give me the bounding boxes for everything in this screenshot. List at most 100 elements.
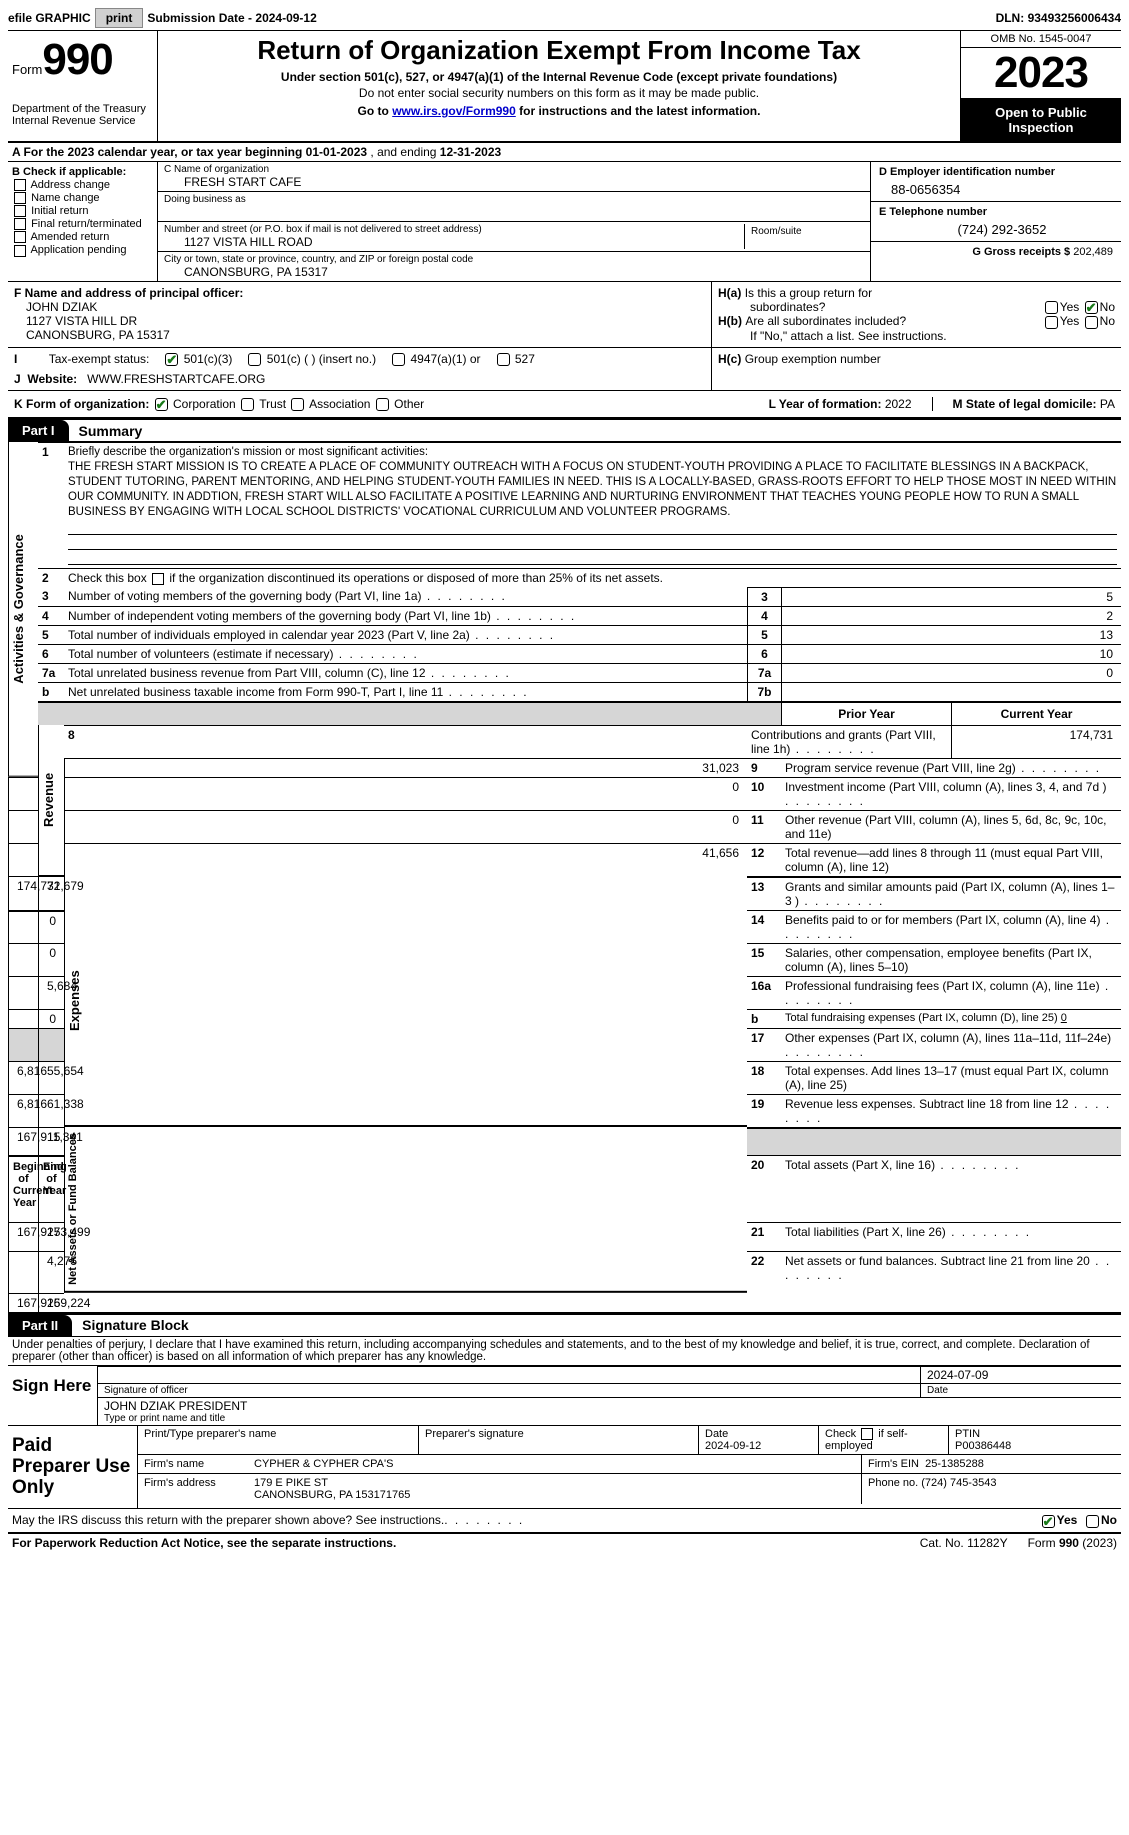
gross-receipts: G Gross receipts $ 202,489 — [871, 242, 1121, 262]
col-prior: Prior Year — [781, 701, 951, 725]
subdate-label: Submission Date - 2024-09-12 — [147, 11, 316, 25]
city-cell: City or town, state or province, country… — [158, 252, 870, 281]
chk-app-pending[interactable]: Application pending — [12, 244, 153, 256]
ein-cell: D Employer identification number 88-0656… — [871, 162, 1121, 202]
chk-trust[interactable] — [241, 398, 254, 411]
chk-name-change[interactable]: Name change — [12, 192, 153, 204]
addr-cell: Number and street (or P.O. box if mail i… — [158, 222, 870, 252]
line13: Grants and similar amounts paid (Part IX… — [781, 876, 1121, 910]
hb-yes[interactable] — [1045, 316, 1058, 329]
top-bar: efile GRAPHIC print Submission Date - 20… — [8, 8, 1121, 28]
hb-no[interactable] — [1085, 316, 1098, 329]
col-curr: Current Year — [951, 701, 1121, 725]
goto-line: Go to www.irs.gov/Form990 for instructio… — [166, 104, 952, 118]
street-address: 1127 VISTA HILL ROAD — [164, 235, 744, 249]
form-number: Form990 — [12, 35, 153, 85]
officer-name: JOHN DZIAK — [14, 300, 705, 314]
col-begin: Beginning of Current Year — [8, 1155, 38, 1222]
firm-name: CYPHER & CYPHER CPA'S — [248, 1455, 861, 1474]
ein: 88-0656354 — [879, 178, 1113, 197]
chk-501c[interactable] — [248, 353, 261, 366]
chk-501c3[interactable] — [165, 353, 178, 366]
side-exp: Expenses — [64, 876, 747, 1127]
line20: Total assets (Part X, line 16) — [781, 1155, 1121, 1222]
discuss-yes[interactable] — [1042, 1515, 1055, 1528]
k-form-org: K Form of organization: Corporation Trus… — [14, 397, 769, 411]
klm-row: K Form of organization: Corporation Trus… — [8, 391, 1121, 419]
section-c: C Name of organization FRESH START CAFE … — [158, 162, 871, 281]
phone: (724) 292-3652 — [879, 218, 1113, 237]
chk-address-change[interactable]: Address change — [12, 179, 153, 191]
room-suite: Room/suite — [744, 224, 864, 249]
officer-name-title: JOHN DZIAK PRESIDENT — [104, 1399, 1115, 1413]
perjury-declaration: Under penalties of perjury, I declare th… — [8, 1337, 1121, 1365]
b-header: B Check if applicable: — [12, 166, 153, 178]
chk-amended[interactable]: Amended return — [12, 231, 153, 243]
val-3: 5 — [781, 587, 1121, 606]
line10: Investment income (Part VIII, column (A)… — [781, 777, 1121, 810]
fh-row: F Name and address of principal officer:… — [8, 282, 1121, 348]
line21: Total liabilities (Part X, line 26) — [781, 1222, 1121, 1250]
chk-final-return[interactable]: Final return/terminated — [12, 218, 153, 230]
line11: Other revenue (Part VIII, column (A), li… — [781, 810, 1121, 843]
section-b: B Check if applicable: Address change Na… — [8, 162, 158, 281]
dba-cell: Doing business as — [158, 192, 870, 222]
chk-4947[interactable] — [392, 353, 405, 366]
line16b: Total fundraising expenses (Part IX, col… — [781, 1009, 1121, 1028]
form-title: Return of Organization Exempt From Incom… — [166, 35, 952, 66]
open-inspection: Open to Public Inspection — [961, 99, 1121, 141]
line15: Salaries, other compensation, employee b… — [781, 943, 1121, 976]
chk-assoc[interactable] — [291, 398, 304, 411]
officer-addr1: 1127 VISTA HILL DR — [14, 314, 705, 328]
chk-other[interactable] — [376, 398, 389, 411]
row-a-tax-year: A For the 2023 calendar year, or tax yea… — [8, 143, 1121, 162]
sign-here: Sign Here 2024-07-09 Signature of office… — [8, 1365, 1121, 1425]
section-f: F Name and address of principal officer:… — [8, 282, 711, 347]
firm-phone: (724) 745-3543 — [921, 1477, 996, 1489]
chk-self-emp[interactable] — [861, 1428, 873, 1440]
city-state-zip: CANONSBURG, PA 15317 — [164, 265, 864, 279]
line17: Other expenses (Part IX, column (A), lin… — [781, 1028, 1121, 1061]
section-h: H(a) Is this a group return for subordin… — [711, 282, 1121, 347]
efile-label: efile GRAPHIC — [8, 11, 91, 25]
discuss-no[interactable] — [1086, 1515, 1099, 1528]
phone-cell: E Telephone number (724) 292-3652 — [871, 202, 1121, 242]
preparer-row1: Print/Type preparer's name Preparer's si… — [138, 1426, 1121, 1455]
signature-block: Under penalties of perjury, I declare th… — [8, 1337, 1121, 1532]
right-column: D Employer identification number 88-0656… — [871, 162, 1121, 281]
dept-treasury: Department of the Treasury Internal Reve… — [12, 103, 153, 127]
firm-city: CANONSBURG, PA 153171765 — [254, 1489, 410, 1501]
val-7a: 0 — [781, 663, 1121, 682]
l-year: L Year of formation: 2022 — [769, 397, 933, 411]
chk-discontinued[interactable] — [152, 573, 164, 585]
sig-date: 2024-07-09 — [927, 1368, 1115, 1382]
self-employed: Check if self-employed — [818, 1426, 948, 1455]
line3: Number of voting members of the governin… — [64, 587, 747, 606]
firm-addr-row: Firm's address 179 E PIKE STCANONSBURG, … — [138, 1474, 1121, 1504]
org-name: FRESH START CAFE — [164, 175, 864, 189]
val-7b — [781, 682, 1121, 701]
line2: Check this box Check this box if the org… — [64, 568, 1121, 587]
chk-initial-return[interactable]: Initial return — [12, 205, 153, 217]
part1-header: Part I Summary — [8, 419, 1121, 442]
header-right: OMB No. 1545-0047 2023 Open to Public In… — [961, 31, 1121, 141]
line4: Number of independent voting members of … — [64, 606, 747, 625]
ha-no[interactable] — [1085, 301, 1098, 314]
firm-name-row: Firm's name CYPHER & CYPHER CPA'S Firm's… — [138, 1455, 1121, 1474]
ha-yes[interactable] — [1045, 301, 1058, 314]
val-6: 10 — [781, 644, 1121, 663]
chk-corp[interactable] — [155, 398, 168, 411]
tax-exempt-row: I Tax-exempt status: 501(c)(3) 501(c) ( … — [8, 348, 711, 390]
irs-link[interactable]: www.irs.gov/Form990 — [392, 104, 516, 118]
paid-preparer: Paid Preparer Use Only Print/Type prepar… — [8, 1425, 1121, 1510]
line16a: Professional fundraising fees (Part IX, … — [781, 976, 1121, 1009]
line6: Total number of volunteers (estimate if … — [64, 644, 747, 663]
side-rev: Revenue — [38, 725, 64, 876]
chk-527[interactable] — [497, 353, 510, 366]
officer-addr2: CANONSBURG, PA 15317 — [14, 328, 705, 342]
firm-ein: 25-1385288 — [925, 1458, 984, 1470]
line8: Contributions and grants (Part VIII, lin… — [747, 725, 951, 758]
print-button[interactable]: print — [95, 8, 144, 28]
side-ag: Activities & Governance — [8, 442, 38, 777]
firm-addr: 179 E PIKE ST — [254, 1477, 328, 1489]
